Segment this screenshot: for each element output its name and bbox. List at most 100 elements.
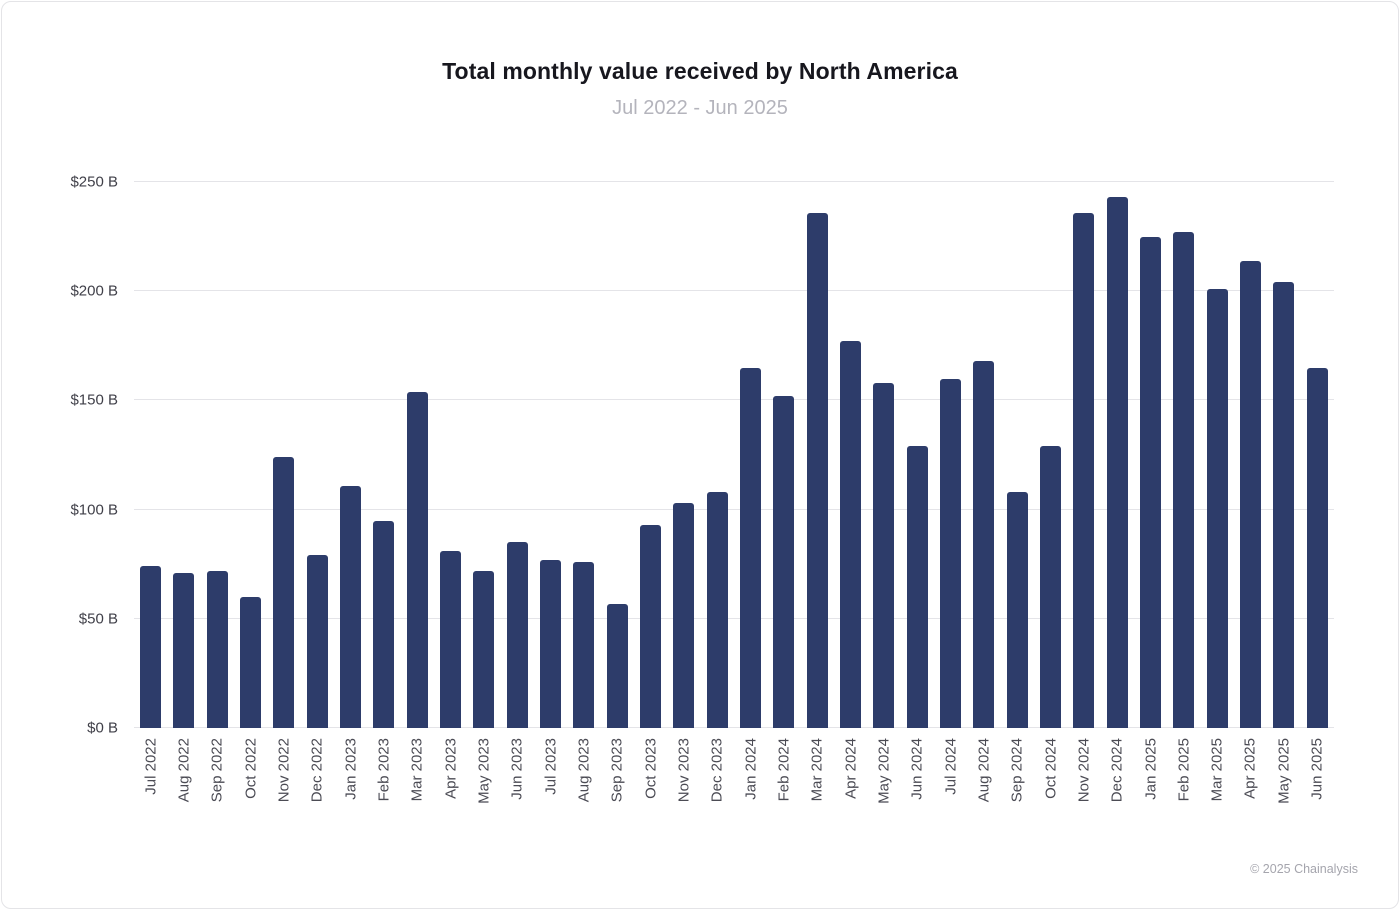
x-axis-tick-label: Apr 2024: [842, 738, 860, 799]
x-axis-tick: Aug 2024: [967, 730, 1000, 826]
bar-mar-2023: [406, 391, 428, 728]
bar-may-2023: [473, 570, 495, 728]
x-axis-tick-label: Jan 2024: [742, 738, 760, 800]
bar-column: [467, 182, 500, 728]
x-axis-tick-label: Feb 2023: [375, 738, 393, 802]
x-axis-tick: Oct 2022: [234, 730, 267, 826]
x-axis-tick: Oct 2023: [634, 730, 667, 826]
x-axis-tick-label: Mar 2024: [808, 738, 826, 802]
bar-jun-2024: [906, 446, 928, 728]
x-axis-tick-label: Mar 2025: [1208, 738, 1226, 802]
bar-column: [1167, 182, 1200, 728]
bar-sep-2022: [206, 570, 228, 728]
bar-feb-2023: [373, 520, 395, 728]
bar-column: [967, 182, 1000, 728]
x-axis-tick: May 2024: [867, 730, 900, 826]
x-axis-tick-label: Dec 2022: [308, 738, 326, 803]
x-axis: Jul 2022 Aug 2022 Sep 2022 Oct 2022 Nov 2022…: [134, 730, 1334, 826]
x-axis-tick: Apr 2025: [1234, 730, 1267, 826]
gridline: [134, 181, 1334, 182]
bar-jan-2023: [340, 485, 362, 728]
x-axis-tick: Jan 2023: [334, 730, 367, 826]
bar-column: [767, 182, 800, 728]
x-axis-tick-label: Jun 2024: [908, 738, 926, 800]
bar-jun-2025: [1306, 367, 1328, 728]
x-axis-tick: Dec 2024: [1101, 730, 1134, 826]
chart-subtitle: Jul 2022 - Jun 2025: [612, 97, 788, 119]
bar-aug-2023: [573, 562, 595, 728]
bar-column: [1300, 182, 1333, 728]
bar-sep-2024: [1006, 492, 1028, 728]
bar-nov-2022: [273, 457, 295, 728]
bar-jul-2023: [540, 559, 562, 728]
x-axis-tick-label: Jul 2022: [142, 738, 160, 795]
plot-area: $0 B $50 B $100 B $150 B $200 B $250 B: [70, 174, 1334, 737]
bars-container: [134, 182, 1334, 728]
x-axis-tick-label: Nov 2024: [1075, 738, 1093, 803]
x-axis-tick: Apr 2023: [434, 730, 467, 826]
x-axis-tick-label: Aug 2022: [175, 738, 193, 803]
x-axis-tick: Jul 2022: [134, 730, 167, 826]
bar-column: [334, 182, 367, 728]
y-axis-tick-label: $0 B: [87, 719, 118, 737]
x-axis-tick: Oct 2024: [1034, 730, 1067, 826]
bar-column: [701, 182, 734, 728]
bar-oct-2024: [1040, 446, 1062, 728]
x-axis-tick-label: May 2024: [875, 738, 893, 804]
gridline: [134, 290, 1334, 292]
bar-column: [667, 182, 700, 728]
x-axis-tick-label: Sep 2024: [1008, 738, 1026, 803]
x-axis-tick: May 2023: [467, 730, 500, 826]
bar-column: [1134, 182, 1167, 728]
x-axis-tick-label: Jun 2023: [508, 738, 526, 800]
x-axis-tick: Mar 2024: [801, 730, 834, 826]
bar-mar-2025: [1206, 289, 1228, 728]
x-axis-tick-label: May 2025: [1275, 738, 1293, 804]
gridline: [134, 727, 1334, 728]
bar-column: [1034, 182, 1067, 728]
bar-column: [634, 182, 667, 728]
x-axis-tick-label: Dec 2024: [1108, 738, 1126, 803]
bar-column: [534, 182, 567, 728]
x-axis-tick-label: Jan 2025: [1142, 738, 1159, 800]
bar-jul-2024: [940, 378, 962, 728]
bar-column: [1001, 182, 1034, 728]
x-axis-tick: Dec 2022: [301, 730, 334, 826]
bar-feb-2025: [1173, 232, 1195, 728]
x-axis-tick-label: Nov 2022: [275, 738, 293, 803]
y-axis-tick-label: $200 B: [70, 282, 118, 300]
y-axis-tick-label: $50 B: [78, 610, 118, 628]
bar-dec-2023: [706, 492, 728, 728]
bar-column: [1234, 182, 1267, 728]
x-axis-tick: Aug 2022: [167, 730, 200, 826]
bar-column: [167, 182, 200, 728]
bar-column: [401, 182, 434, 728]
y-axis-tick-label: $250 B: [70, 173, 118, 191]
x-axis-tick: Nov 2024: [1067, 730, 1100, 826]
x-axis-tick-label: Oct 2024: [1042, 738, 1060, 799]
bar-nov-2023: [673, 503, 695, 728]
bar-column: [801, 182, 834, 728]
bar-aug-2022: [173, 572, 195, 728]
x-axis-tick-label: Dec 2023: [708, 738, 726, 803]
bar-column: [434, 182, 467, 728]
bar-column: [267, 182, 300, 728]
bar-dec-2022: [306, 555, 328, 728]
x-axis-tick-label: Jul 2023: [542, 738, 560, 795]
x-axis-tick-label: Sep 2023: [608, 738, 626, 803]
bar-column: [234, 182, 267, 728]
x-axis-tick: Sep 2023: [601, 730, 634, 826]
x-axis-tick: Jun 2023: [501, 730, 534, 826]
bar-may-2025: [1273, 282, 1295, 728]
x-axis-tick: Feb 2023: [367, 730, 400, 826]
bar-jul-2022: [140, 566, 162, 728]
x-axis-tick: Feb 2024: [767, 730, 800, 826]
x-axis-tick: Mar 2023: [401, 730, 434, 826]
x-axis-tick: Feb 2025: [1167, 730, 1200, 826]
bar-sep-2023: [606, 603, 628, 728]
bar-column: [867, 182, 900, 728]
bar-column: [1267, 182, 1300, 728]
bar-column: [134, 182, 167, 728]
x-axis-tick-label: Apr 2025: [1241, 738, 1259, 799]
